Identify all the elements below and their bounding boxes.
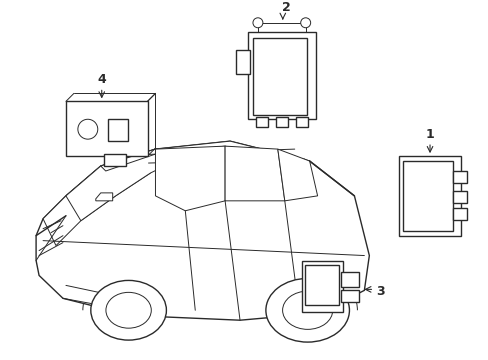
Polygon shape bbox=[224, 146, 284, 201]
Ellipse shape bbox=[78, 119, 98, 139]
Bar bbox=[402, 161, 452, 231]
Bar bbox=[252, 38, 306, 115]
Bar bbox=[304, 265, 338, 305]
Text: 1: 1 bbox=[425, 128, 433, 141]
Polygon shape bbox=[101, 141, 309, 171]
Polygon shape bbox=[277, 149, 317, 201]
Ellipse shape bbox=[106, 292, 151, 328]
Polygon shape bbox=[155, 146, 224, 211]
Ellipse shape bbox=[91, 280, 166, 340]
Bar bbox=[103, 154, 125, 166]
Bar bbox=[452, 208, 466, 220]
Polygon shape bbox=[43, 161, 150, 246]
Bar bbox=[107, 119, 127, 141]
Polygon shape bbox=[96, 193, 112, 201]
Bar bbox=[398, 156, 460, 236]
Text: 2: 2 bbox=[282, 1, 290, 14]
Bar bbox=[341, 273, 359, 287]
Bar bbox=[66, 102, 147, 156]
Bar bbox=[275, 117, 287, 127]
Polygon shape bbox=[36, 141, 368, 320]
Bar bbox=[301, 261, 343, 312]
Ellipse shape bbox=[282, 291, 332, 329]
Ellipse shape bbox=[300, 18, 310, 28]
Text: 4: 4 bbox=[97, 73, 106, 86]
Bar bbox=[236, 50, 249, 75]
Bar bbox=[255, 117, 267, 127]
Bar bbox=[295, 117, 307, 127]
Ellipse shape bbox=[252, 18, 263, 28]
Bar bbox=[341, 291, 359, 302]
Bar bbox=[247, 32, 315, 119]
Bar bbox=[452, 171, 466, 183]
Bar bbox=[452, 191, 466, 203]
Text: 3: 3 bbox=[376, 285, 384, 298]
Polygon shape bbox=[66, 149, 185, 221]
Ellipse shape bbox=[265, 278, 349, 342]
